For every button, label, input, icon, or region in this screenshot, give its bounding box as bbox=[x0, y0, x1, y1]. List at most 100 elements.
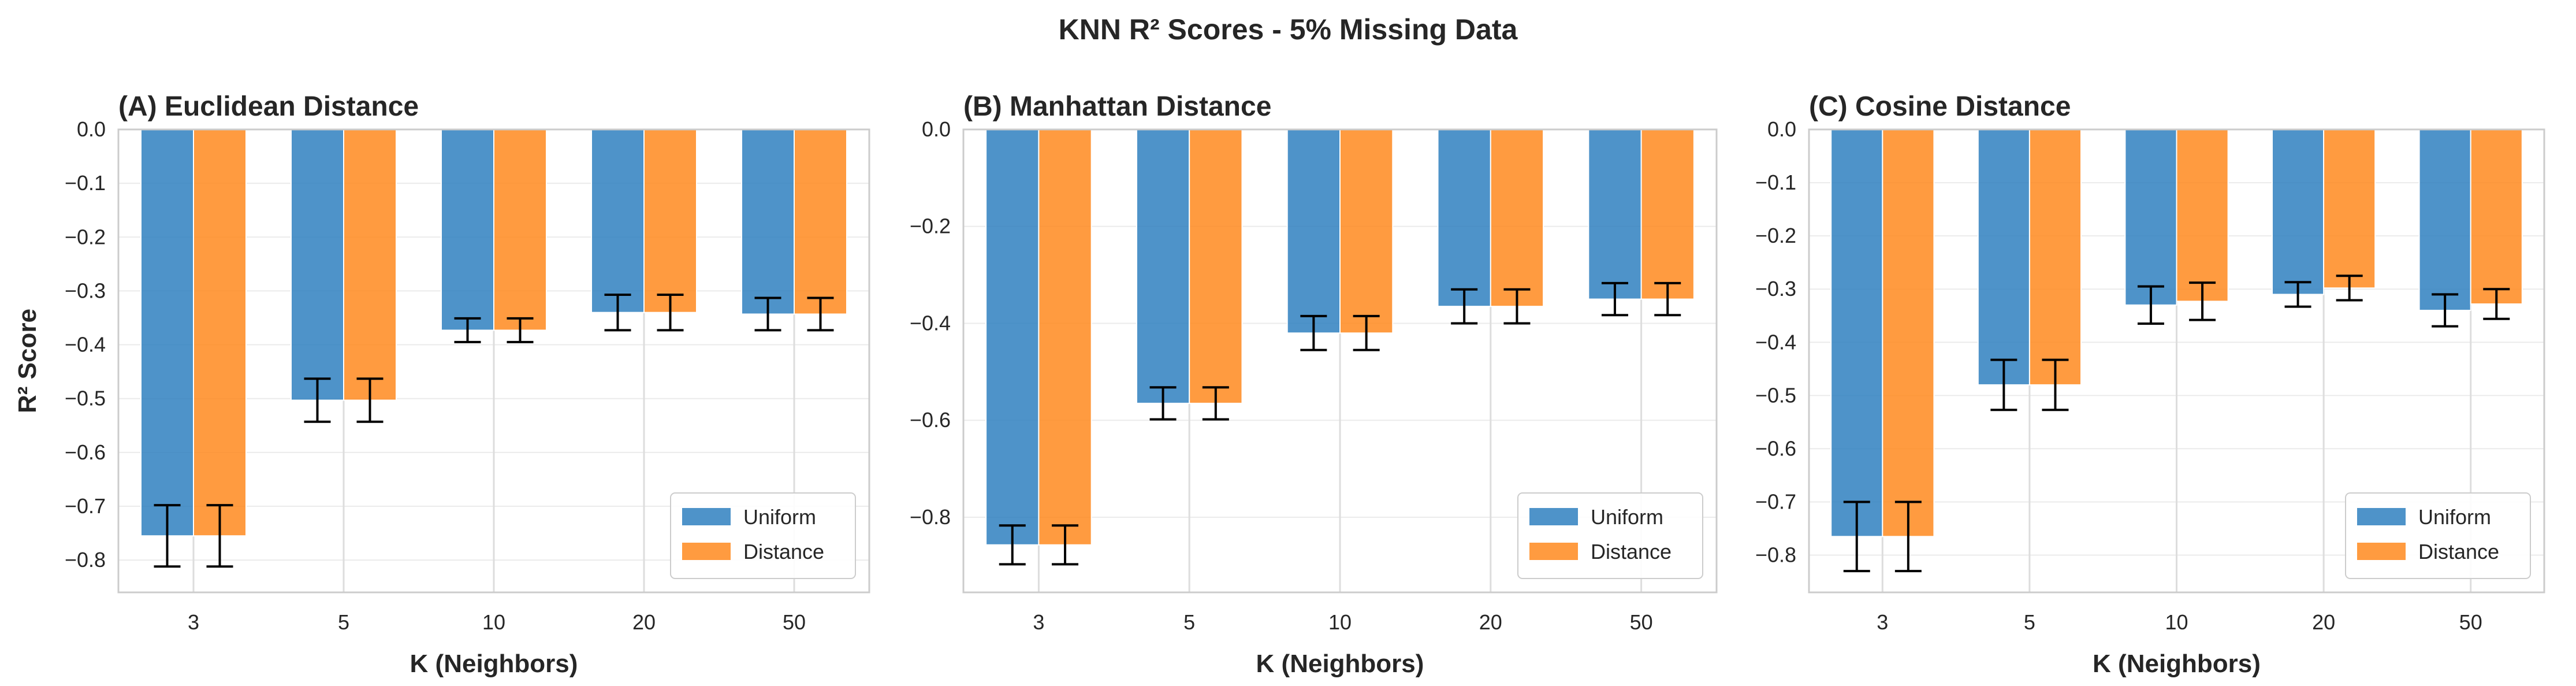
bar-distance-k5 bbox=[1189, 129, 1243, 404]
axes-frame bbox=[962, 128, 1718, 594]
error-bar-uniform-k5 bbox=[1990, 358, 2017, 411]
bar-distance-k20 bbox=[2323, 129, 2376, 289]
error-bar-distance-k5 bbox=[2042, 358, 2069, 411]
x-axis-label: K (Neighbors) bbox=[2093, 650, 2261, 678]
bar-distance-k5 bbox=[343, 129, 397, 401]
y-tick-label: −0.1 bbox=[1755, 170, 1796, 194]
bar-uniform-k3 bbox=[985, 129, 1040, 546]
x-tick-label: 50 bbox=[1630, 610, 1653, 634]
legend-label-uniform: Uniform bbox=[743, 505, 816, 529]
bar-uniform-k20 bbox=[2271, 129, 2325, 295]
y-tick-label: −0.4 bbox=[1755, 330, 1796, 354]
panel-title: (B) Manhattan Distance bbox=[963, 91, 1271, 122]
error-bar-distance-k10 bbox=[1353, 314, 1380, 351]
y-tick-label: −0.5 bbox=[65, 387, 106, 410]
y-tick-label: −0.6 bbox=[910, 408, 951, 432]
legend-swatch-uniform bbox=[1529, 508, 1578, 525]
bar-distance-k3 bbox=[1038, 129, 1092, 546]
legend: Uniform Distance bbox=[1517, 492, 1703, 579]
x-tick-label: 5 bbox=[338, 610, 349, 634]
error-bar-distance-k3 bbox=[1894, 500, 1922, 573]
axes-frame bbox=[117, 128, 870, 594]
x-tick-label: 10 bbox=[482, 610, 505, 634]
error-bar-distance-k20 bbox=[1503, 288, 1531, 325]
error-bar-uniform-k3 bbox=[1843, 500, 1870, 573]
error-bar-uniform-k10 bbox=[2137, 285, 2164, 325]
bar-uniform-k20 bbox=[1437, 129, 1491, 307]
y-tick-label: 0.0 bbox=[1767, 117, 1796, 141]
y-tick-label: −0.2 bbox=[910, 214, 951, 238]
x-tick-label: 3 bbox=[188, 610, 199, 634]
bar-distance-k10 bbox=[493, 129, 547, 331]
bar-distance-k10 bbox=[1339, 129, 1394, 334]
bar-uniform-k20 bbox=[591, 129, 645, 313]
figure-title: KNN R² Scores - 5% Missing Data bbox=[1059, 13, 1518, 46]
error-bar-distance-k50 bbox=[1654, 281, 1681, 317]
error-bar-distance-k5 bbox=[356, 377, 384, 423]
bar-distance-k5 bbox=[2028, 129, 2082, 385]
y-tick-label: −0.4 bbox=[65, 333, 106, 357]
x-tick-label: 20 bbox=[1479, 610, 1502, 634]
error-bar-uniform-k20 bbox=[604, 293, 631, 332]
bar-distance-k50 bbox=[2470, 129, 2523, 305]
legend-swatch-uniform bbox=[682, 508, 731, 525]
error-bar-distance-k10 bbox=[507, 317, 534, 343]
legend: Uniform Distance bbox=[670, 492, 856, 579]
error-bar-uniform-k10 bbox=[1300, 314, 1327, 351]
bar-distance-k20 bbox=[643, 129, 697, 313]
legend-label-distance: Distance bbox=[1591, 540, 1672, 563]
x-tick-label: 5 bbox=[2024, 610, 2035, 634]
x-tick-label: 10 bbox=[2165, 610, 2188, 634]
bar-uniform-k10 bbox=[1286, 129, 1341, 334]
y-tick-label: −0.1 bbox=[65, 171, 106, 195]
y-tick-label: −0.6 bbox=[1755, 436, 1796, 460]
y-tick-label: 0.0 bbox=[922, 117, 951, 141]
bar-distance-k3 bbox=[1882, 129, 1935, 537]
bar-uniform-k50 bbox=[741, 129, 795, 315]
legend-swatch-distance bbox=[2357, 543, 2406, 560]
x-tick-label: 3 bbox=[1033, 610, 1044, 634]
error-bar-uniform-k20 bbox=[1451, 288, 1478, 325]
panel-title: (A) Euclidean Distance bbox=[118, 91, 419, 122]
y-tick-label: −0.2 bbox=[65, 225, 106, 249]
bar-uniform-k10 bbox=[441, 129, 494, 331]
x-axis-label: K (Neighbors) bbox=[1256, 650, 1424, 678]
error-bar-distance-k3 bbox=[1052, 524, 1079, 566]
legend-swatch-distance bbox=[1529, 543, 1578, 560]
bar-uniform-k10 bbox=[2124, 129, 2177, 306]
y-tick-label: −0.6 bbox=[65, 440, 106, 464]
x-tick-label: 10 bbox=[1328, 610, 1352, 634]
x-tick-label: 3 bbox=[1877, 610, 1888, 634]
legend-swatch-distance bbox=[682, 543, 731, 560]
x-tick-label: 20 bbox=[632, 610, 656, 634]
error-bar-distance-k20 bbox=[2336, 275, 2363, 302]
legend-label-distance: Distance bbox=[2418, 540, 2499, 563]
legend-label-distance: Distance bbox=[743, 540, 824, 563]
error-bar-distance-k10 bbox=[2189, 281, 2216, 321]
x-axis-label: K (Neighbors) bbox=[410, 650, 578, 678]
legend-swatch-uniform bbox=[2357, 508, 2406, 525]
bar-distance-k3 bbox=[193, 129, 247, 537]
y-tick-label: 0.0 bbox=[77, 117, 106, 141]
legend-label-uniform: Uniform bbox=[2418, 505, 2491, 529]
bar-uniform-k5 bbox=[1977, 129, 2030, 385]
y-tick-label: −0.2 bbox=[1755, 224, 1796, 247]
y-tick-label: −0.8 bbox=[65, 548, 106, 572]
error-bar-uniform-k20 bbox=[2284, 281, 2311, 308]
y-tick-label: −0.8 bbox=[1755, 543, 1796, 567]
y-tick-label: −0.7 bbox=[65, 494, 106, 518]
error-bar-distance-k20 bbox=[657, 293, 684, 332]
panels: 0.0 −0.1 −0.2 −0.3 −0.4 −0.5 −0.6 −0.7 −0.8 3 5 10 2… bbox=[13, 91, 2545, 678]
error-bar-uniform-k10 bbox=[454, 317, 481, 343]
y-tick-label: −0.8 bbox=[910, 505, 951, 529]
error-bar-uniform-k5 bbox=[1149, 386, 1177, 421]
y-tick-label: −0.7 bbox=[1755, 490, 1796, 513]
y-tick-label: −0.4 bbox=[910, 311, 951, 335]
error-bar-distance-k5 bbox=[1202, 386, 1229, 421]
bar-uniform-k50 bbox=[2418, 129, 2471, 312]
y-axis-label: R² Score bbox=[13, 309, 42, 413]
x-tick-label: 50 bbox=[2459, 610, 2482, 634]
error-bar-uniform-k50 bbox=[1601, 281, 1628, 317]
